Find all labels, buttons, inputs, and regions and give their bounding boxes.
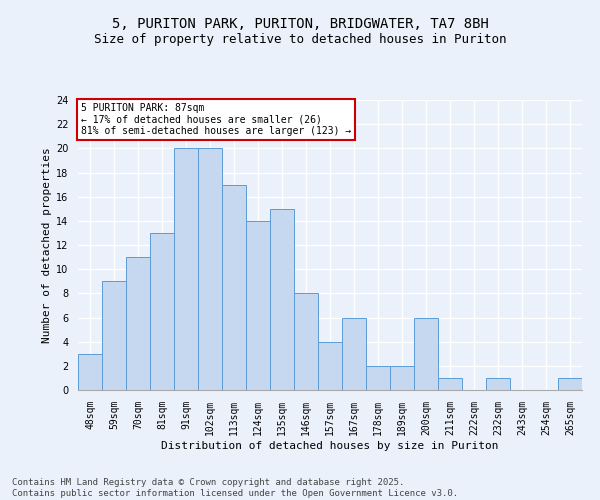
Text: Size of property relative to detached houses in Puriton: Size of property relative to detached ho… bbox=[94, 32, 506, 46]
Bar bbox=[558, 378, 582, 390]
Text: 5 PURITON PARK: 87sqm
← 17% of detached houses are smaller (26)
81% of semi-deta: 5 PURITON PARK: 87sqm ← 17% of detached … bbox=[80, 103, 351, 136]
Y-axis label: Number of detached properties: Number of detached properties bbox=[41, 147, 52, 343]
X-axis label: Distribution of detached houses by size in Puriton: Distribution of detached houses by size … bbox=[161, 440, 499, 450]
Bar bbox=[150, 233, 174, 390]
Bar bbox=[438, 378, 462, 390]
Bar bbox=[294, 294, 318, 390]
Bar bbox=[174, 148, 198, 390]
Bar bbox=[222, 184, 246, 390]
Bar bbox=[198, 148, 222, 390]
Text: Contains HM Land Registry data © Crown copyright and database right 2025.
Contai: Contains HM Land Registry data © Crown c… bbox=[12, 478, 458, 498]
Bar bbox=[390, 366, 414, 390]
Bar bbox=[270, 209, 294, 390]
Bar bbox=[318, 342, 342, 390]
Bar bbox=[342, 318, 366, 390]
Bar bbox=[126, 257, 150, 390]
Bar bbox=[78, 354, 102, 390]
Bar bbox=[246, 221, 270, 390]
Bar bbox=[366, 366, 390, 390]
Bar bbox=[486, 378, 510, 390]
Bar bbox=[102, 281, 126, 390]
Text: 5, PURITON PARK, PURITON, BRIDGWATER, TA7 8BH: 5, PURITON PARK, PURITON, BRIDGWATER, TA… bbox=[112, 18, 488, 32]
Bar bbox=[414, 318, 438, 390]
